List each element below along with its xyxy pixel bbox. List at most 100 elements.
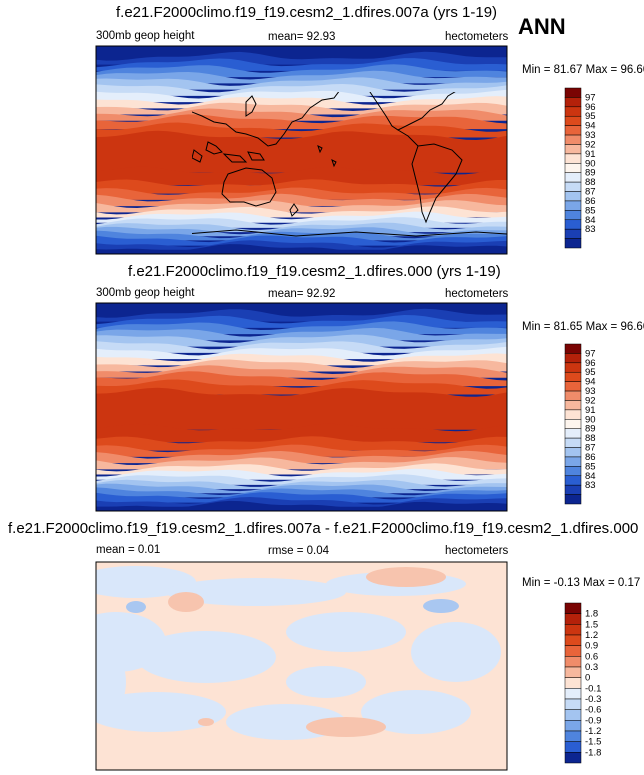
colorbar-tick-label: 1.5 xyxy=(585,619,598,630)
season-label: ANN xyxy=(518,14,566,39)
colorbar-swatch xyxy=(564,428,582,439)
colorbar-tick-label: -0.9 xyxy=(585,715,601,726)
colorbar-swatch xyxy=(564,381,582,392)
contour-band xyxy=(96,479,507,490)
panel-3-units-label: hectometers xyxy=(445,545,509,557)
colorbar-tick-label: 1.8 xyxy=(585,609,598,620)
colorbar-swatch xyxy=(564,419,582,429)
contour-band xyxy=(96,334,507,347)
panel-3-rmse-label: rmse = 0.04 xyxy=(268,545,330,557)
anomaly-region xyxy=(366,567,446,587)
anomaly-region xyxy=(166,578,346,606)
panel-1-map xyxy=(96,46,507,254)
anomaly-region xyxy=(96,642,126,722)
colorbar-tick-label: 85 xyxy=(585,205,596,216)
panel-2-map-frame xyxy=(95,302,508,512)
colorbar-tick-label: -1.5 xyxy=(585,737,601,748)
colorbar-tick-label: 87 xyxy=(585,187,596,198)
panel-2-minmax-label: Min = 81.65 Max = 96.60 xyxy=(522,321,644,333)
colorbar-swatch xyxy=(564,741,582,753)
colorbar-tick-label: 93 xyxy=(585,386,596,397)
colorbar-tick-label: -0.1 xyxy=(585,683,601,694)
panel-3-mean-label: mean = 0.01 xyxy=(96,544,161,556)
contour-band xyxy=(96,193,507,207)
panel-3-map-frame xyxy=(95,561,508,771)
colorbar-tick-label: 91 xyxy=(585,405,596,416)
colorbar-tick-label: 89 xyxy=(585,424,596,435)
colorbar-tick-label: 0.9 xyxy=(585,641,598,652)
panel-3-map xyxy=(96,562,507,770)
colorbar-swatch xyxy=(564,390,582,401)
colorbar-tick-label: 83 xyxy=(585,224,596,235)
colorbar-swatch xyxy=(564,163,582,173)
colorbar-tick-label: 86 xyxy=(585,196,596,207)
colorbar-swatch xyxy=(564,466,582,477)
panel-2-mean-label: mean= 92.92 xyxy=(268,288,336,300)
contour-band xyxy=(96,187,507,200)
panel-1-variable-label: 300mb geop height xyxy=(96,30,195,42)
colorbar-swatch xyxy=(564,172,582,183)
panel-1-map-frame xyxy=(95,45,508,255)
colorbar-swatch xyxy=(564,456,582,467)
colorbar-swatch xyxy=(564,720,582,732)
anomaly-region xyxy=(198,718,214,726)
colorbar-tick-label: 91 xyxy=(585,149,596,160)
contour-band xyxy=(96,500,507,511)
panel-3-title: f.e21.F2000climo.f19_f19.cesm2_1.dfires.… xyxy=(8,520,639,537)
colorbar-tick-label: 83 xyxy=(585,480,596,491)
contour-band xyxy=(96,436,507,451)
colorbar-swatch xyxy=(564,153,582,164)
colorbar-swatch xyxy=(564,688,582,700)
anomaly-region xyxy=(306,717,386,737)
colorbar-tick-label: 88 xyxy=(585,177,596,188)
colorbar-swatch xyxy=(564,602,582,614)
contour-band xyxy=(96,200,507,213)
panel-3-minmax-label: Min = -0.13 Max = 0.17 xyxy=(522,577,641,589)
panel-1-minmax-label: Min = 81.67 Max = 96.60 xyxy=(522,64,644,76)
colorbar-swatch xyxy=(564,437,582,448)
colorbar-swatch xyxy=(564,353,582,364)
contour-band xyxy=(96,84,507,96)
colorbar-tick-label: -1.8 xyxy=(585,747,601,758)
panel-3-colorbar: 1.81.51.20.90.60.30-0.1-0.3-0.6-0.9-1.2-… xyxy=(564,602,601,764)
anomaly-region xyxy=(126,601,146,613)
contour-band xyxy=(96,341,507,353)
colorbar-tick-label: 90 xyxy=(585,158,596,169)
contour-band xyxy=(96,166,507,186)
colorbar-swatch xyxy=(564,106,582,117)
contour-band xyxy=(96,77,507,90)
colorbar-tick-label: 96 xyxy=(585,358,596,369)
colorbar-swatch xyxy=(564,624,582,636)
anomaly-region xyxy=(286,612,406,652)
anomaly-region xyxy=(423,599,459,613)
colorbar-tick-label: 92 xyxy=(585,395,596,406)
colorbar-tick-label: 0.3 xyxy=(585,662,598,673)
anomaly-region xyxy=(136,631,276,683)
contour-band xyxy=(96,179,507,194)
panel-2-variable-label: 300mb geop height xyxy=(96,287,195,299)
colorbar-swatch xyxy=(564,210,582,221)
anomaly-region xyxy=(96,692,226,732)
colorbar-swatch xyxy=(564,228,582,239)
colorbar-swatch xyxy=(564,343,582,354)
contour-band xyxy=(96,70,507,84)
colorbar-swatch xyxy=(564,400,582,411)
colorbar-swatch xyxy=(564,634,582,646)
colorbar-tick-label: -0.6 xyxy=(585,705,601,716)
colorbar-tick-label: -0.3 xyxy=(585,694,601,705)
contour-band xyxy=(96,450,507,464)
colorbar-tick-label: 97 xyxy=(585,92,596,103)
contour-band xyxy=(96,235,507,246)
colorbar-swatch xyxy=(564,362,582,373)
colorbar-tick-label: 92 xyxy=(585,139,596,150)
colorbar-swatch xyxy=(564,134,582,145)
contour-band xyxy=(96,327,507,341)
colorbar-swatch xyxy=(564,125,582,136)
panel-2-units-label: hectometers xyxy=(445,288,509,300)
colorbar-tick-label: 97 xyxy=(585,348,596,359)
colorbar-tick-label: 95 xyxy=(585,111,596,122)
colorbar-swatch xyxy=(564,613,582,625)
contour-band xyxy=(96,483,507,494)
colorbar-swatch xyxy=(564,494,582,505)
colorbar-tick-label: 86 xyxy=(585,452,596,463)
